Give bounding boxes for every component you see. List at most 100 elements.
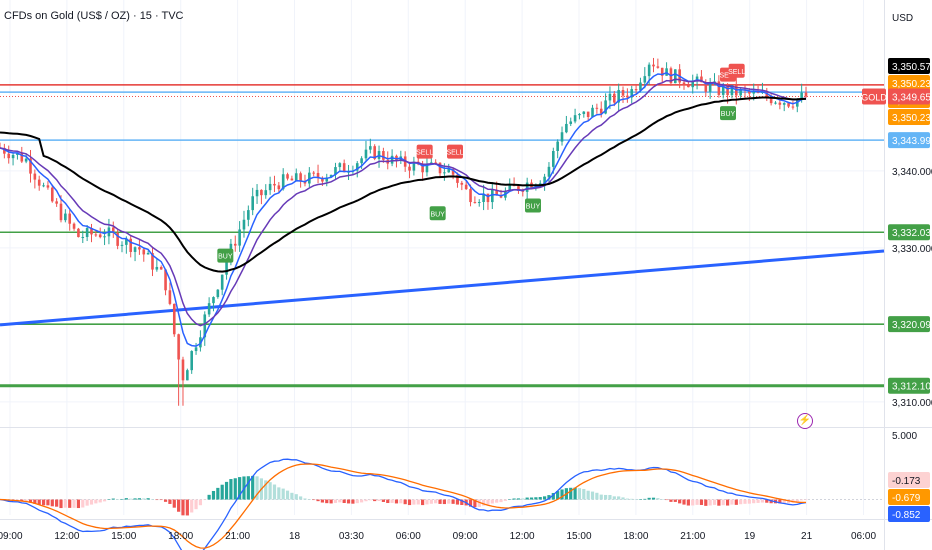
macd-bar [538, 497, 542, 500]
macd-bar [299, 496, 303, 500]
signal-buy-bg [525, 198, 541, 213]
candle-body [804, 92, 808, 97]
macd-bar [603, 494, 608, 500]
candle-body [273, 183, 276, 186]
candle-body [338, 163, 342, 168]
macd-bar [155, 499, 159, 501]
candle-body [203, 314, 207, 338]
price-line-label: 3,332.033 [892, 228, 932, 239]
macd-bar [647, 497, 651, 500]
candle-body [569, 121, 573, 124]
macd-bar [342, 499, 346, 503]
symbol-tag: GOLD [861, 93, 887, 103]
candle-body [800, 92, 803, 99]
macd-bar [521, 498, 525, 500]
lightning-icon[interactable]: ⚡ [797, 413, 813, 429]
macd-bar [499, 499, 503, 503]
macd-bar [107, 499, 111, 500]
macd-bar [403, 499, 407, 505]
candle-body [316, 172, 320, 178]
candle-body [364, 149, 368, 159]
macd-bar [116, 499, 120, 500]
candle-body [538, 183, 542, 185]
candle-body [726, 86, 729, 96]
macd-bar [386, 499, 390, 504]
candle-body [473, 202, 477, 204]
macd-bar [542, 496, 547, 500]
macd-bar [516, 498, 521, 500]
macd-bar [338, 499, 342, 503]
candle-body [447, 168, 451, 173]
macd-y-tick-label: 5.000 [892, 431, 917, 442]
stacked-label-bg [888, 75, 930, 91]
currency-label[interactable]: USD [892, 13, 914, 24]
signal-sell-label: SELL [416, 150, 433, 157]
x-tick-label: 09:00 [0, 531, 23, 542]
macd-bar [747, 499, 751, 504]
candle-body [495, 189, 498, 196]
candle-body [68, 213, 72, 224]
candle-body [626, 95, 629, 98]
candle-body [578, 114, 581, 116]
trendline [0, 249, 885, 327]
macd-bar [730, 499, 734, 505]
candle-body [103, 236, 106, 238]
macd-bar [129, 498, 133, 500]
price-line-label: 3,320.099 [892, 320, 932, 331]
macd-bar [159, 499, 163, 501]
macd-bar [194, 499, 198, 510]
candle-body [477, 202, 481, 204]
macd-bar [721, 499, 725, 506]
macd-bar [673, 499, 677, 502]
macd-bar [163, 499, 168, 502]
macd-bar [185, 499, 189, 516]
candle-body [212, 297, 215, 304]
macd-value-label: -0.679 [892, 493, 921, 504]
candle-body [717, 81, 721, 95]
candle-body [700, 76, 703, 83]
candle-body [560, 132, 564, 142]
macd-bar [477, 499, 481, 507]
macd-bar [460, 499, 464, 505]
macd-bar [246, 476, 250, 500]
macd-bar [569, 487, 573, 500]
macd-bar [360, 499, 364, 503]
macd-bar [725, 499, 730, 506]
macd-bar [486, 499, 490, 506]
x-tick-label: 12:00 [54, 531, 79, 542]
candle-body [586, 111, 590, 117]
chart-title: CFDs on Gold (US$ / OZ) · 15 · TVC [4, 10, 184, 22]
candle-body [16, 153, 19, 155]
macd-bar [294, 494, 298, 500]
x-tick-label: 21:00 [225, 531, 250, 542]
macd-bar [238, 477, 242, 500]
macd-bar [368, 499, 372, 501]
candle-body [281, 174, 285, 190]
candle-body [552, 150, 555, 167]
macd-bar [490, 499, 494, 504]
macd-bar [177, 499, 181, 512]
candle-body [98, 234, 102, 238]
price-line-label-bg [888, 132, 930, 149]
candle-body [151, 253, 154, 270]
x-tick-label: 18 [289, 531, 301, 542]
candle-body [334, 167, 337, 175]
macd-bar [508, 499, 512, 500]
macd-bar [699, 499, 704, 505]
candle-body [3, 147, 6, 154]
candle-body [37, 179, 41, 186]
candle-body [120, 244, 124, 246]
macd-bar [351, 499, 355, 504]
candle-body [613, 93, 616, 103]
candle-body [220, 274, 224, 290]
macd-bar [678, 499, 682, 504]
candle-body [186, 370, 189, 381]
candle-body [268, 183, 272, 191]
macd-bar [81, 499, 85, 508]
macd-bar [24, 499, 28, 502]
candle-body [72, 223, 76, 229]
stacked-label: 3,350.231 [892, 113, 932, 124]
macd-bar [399, 499, 403, 504]
macd-bar [804, 499, 808, 501]
